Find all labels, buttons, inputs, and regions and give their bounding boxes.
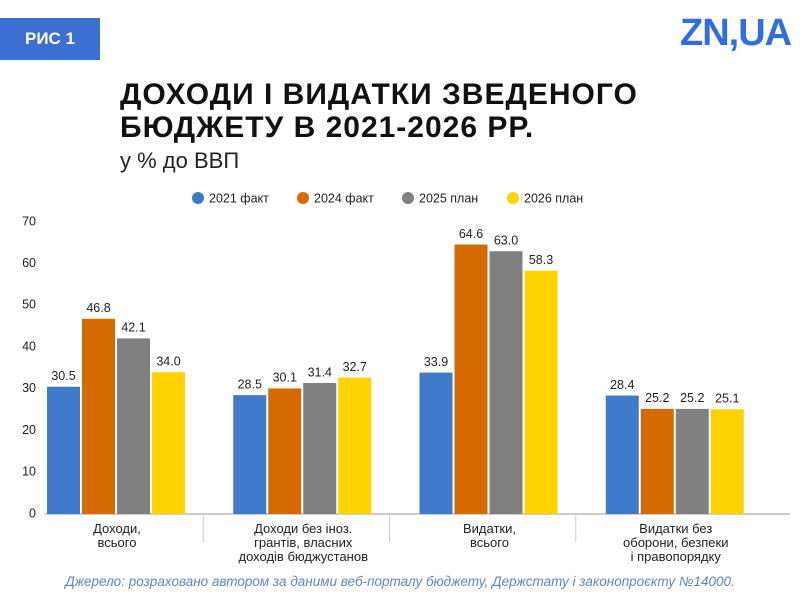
bar xyxy=(524,270,558,514)
bar xyxy=(338,377,372,514)
x-tick-label: Доходи, всього xyxy=(93,521,141,550)
value-label: 63.0 xyxy=(494,233,518,247)
value-label: 25.2 xyxy=(645,391,669,405)
value-label: 33.9 xyxy=(424,355,448,369)
y-tick-label: 30 xyxy=(22,381,36,395)
bar xyxy=(710,409,744,514)
legend-swatch xyxy=(507,192,519,204)
chart-title: ДОХОДИ І ВИДАТКИ ЗВЕДЕНОГО БЮДЖЕТУ В 202… xyxy=(120,78,638,144)
y-tick-label: 40 xyxy=(22,339,36,353)
legend-label: 2026 план xyxy=(524,191,583,205)
value-label: 32.7 xyxy=(343,360,367,374)
y-tick-label: 10 xyxy=(22,465,36,479)
y-tick-label: 60 xyxy=(22,256,36,270)
value-label: 30.1 xyxy=(273,371,297,385)
source-note: Джерело: розраховано автором за даними в… xyxy=(65,574,735,589)
bar xyxy=(152,372,185,514)
bar xyxy=(454,244,488,515)
chart-subtitle: у % до ВВП xyxy=(120,148,240,173)
value-label: 31.4 xyxy=(308,365,332,379)
x-tick-label: Видатки без оборони, безпеки і правопоря… xyxy=(623,521,729,564)
bar xyxy=(489,251,523,514)
value-label: 25.1 xyxy=(715,392,739,406)
bar xyxy=(605,395,639,514)
value-label: 28.5 xyxy=(238,377,262,391)
value-label: 30.5 xyxy=(51,369,75,383)
x-tick-label: Доходи без іноз. грантів, власних доході… xyxy=(238,521,368,564)
bar xyxy=(117,338,150,514)
y-tick-label: 50 xyxy=(22,298,36,312)
value-label: 28.4 xyxy=(610,378,634,392)
y-tick-label: 0 xyxy=(29,506,36,520)
bar xyxy=(419,372,453,514)
legend-swatch xyxy=(297,192,309,204)
value-label: 34.0 xyxy=(156,354,180,368)
legend-swatch xyxy=(402,192,414,204)
bar xyxy=(233,395,267,514)
value-label: 58.3 xyxy=(529,253,553,267)
value-label: 25.2 xyxy=(680,391,704,405)
value-label: 42.1 xyxy=(121,321,145,335)
bar xyxy=(640,408,674,514)
bar xyxy=(47,386,80,514)
bar xyxy=(303,383,337,514)
bar xyxy=(675,408,709,514)
legend-label: 2021 факт xyxy=(209,191,269,205)
bar xyxy=(82,318,115,514)
logo: ZN,UA xyxy=(680,12,792,54)
value-label: 46.8 xyxy=(86,301,110,315)
value-label: 64.6 xyxy=(459,227,483,241)
x-tick-label: Видатки, всього xyxy=(463,521,516,550)
y-tick-label: 70 xyxy=(22,214,36,228)
y-tick-label: 20 xyxy=(22,423,36,437)
legend-swatch xyxy=(192,192,204,204)
legend-label: 2024 факт xyxy=(314,191,374,205)
legend-label: 2025 план xyxy=(419,191,478,205)
bar xyxy=(268,388,302,514)
figure-label: РИС 1 xyxy=(0,18,100,60)
